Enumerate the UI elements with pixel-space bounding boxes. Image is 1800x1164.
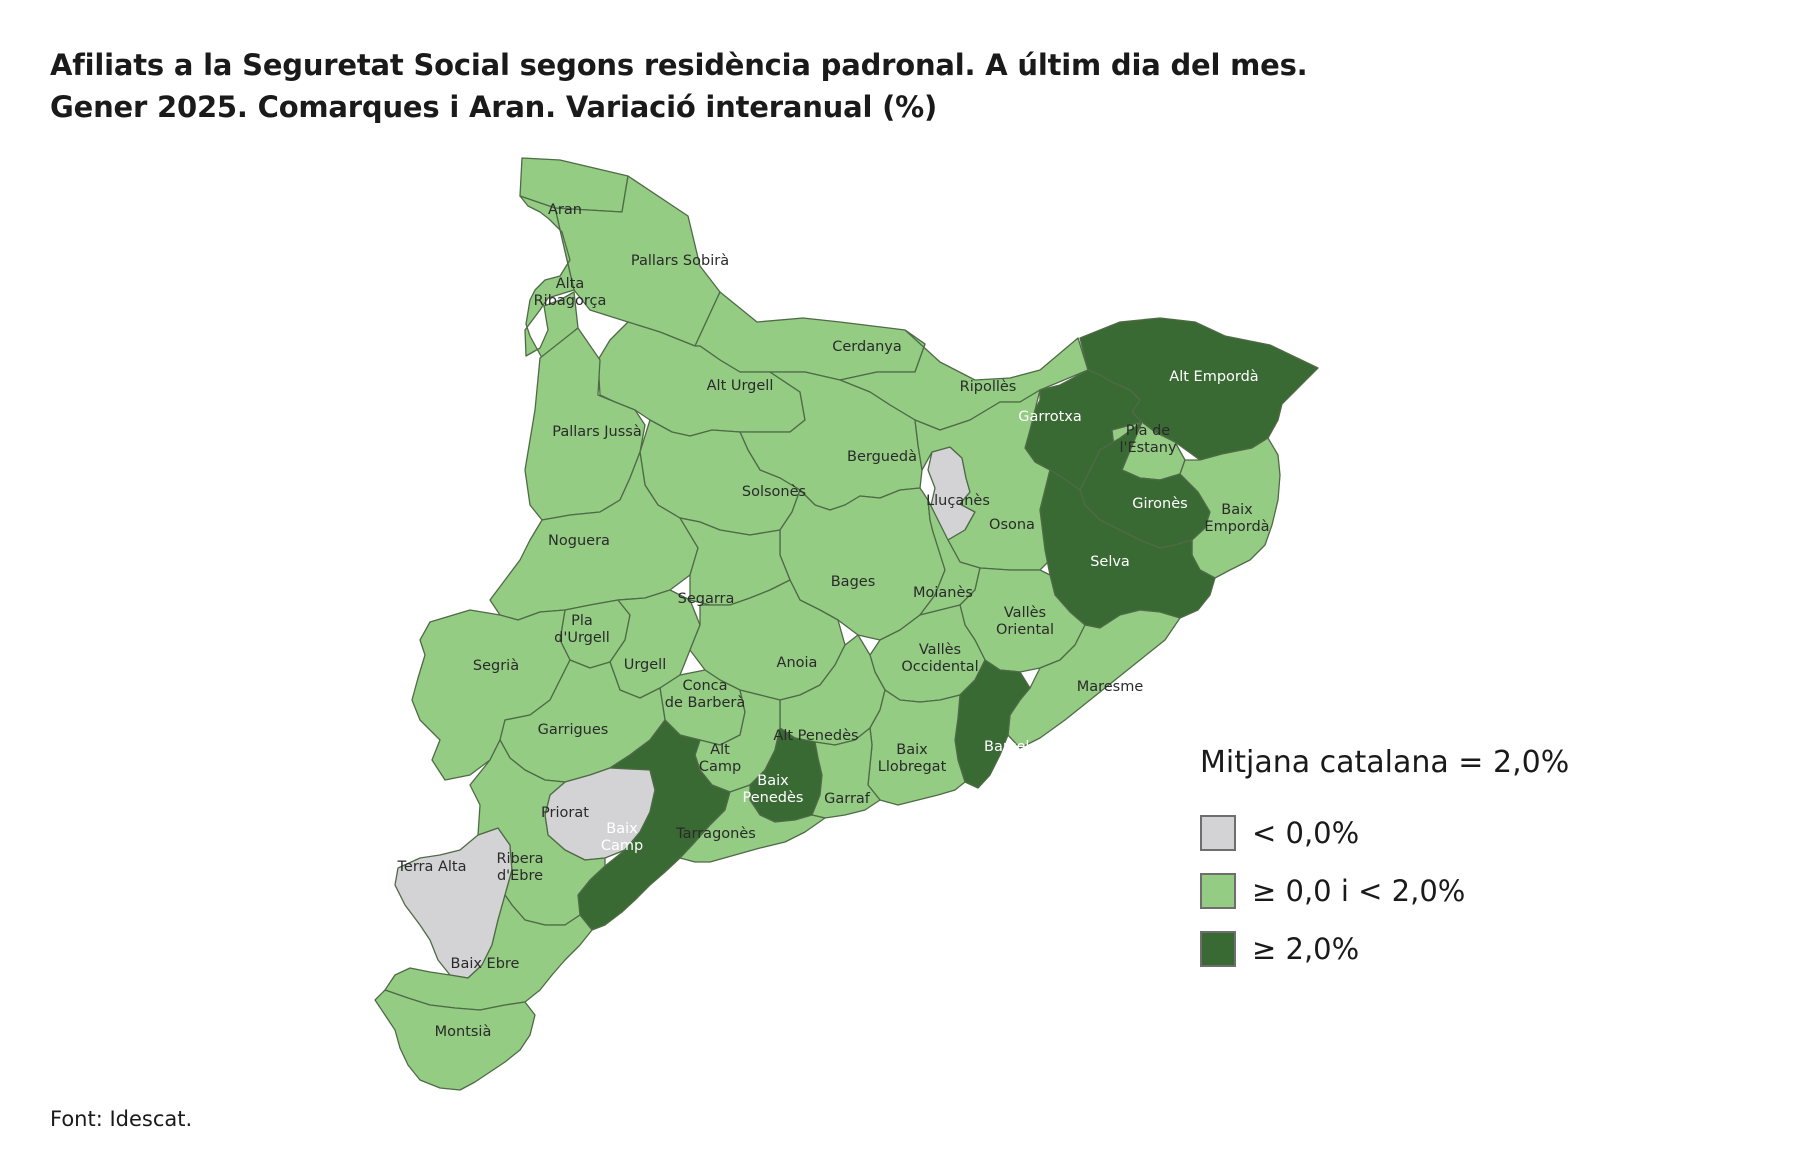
label-baix-emporda: Baix Empordà — [1204, 502, 1269, 535]
map-regions — [374, 157, 1319, 1091]
legend-label: < 0,0% — [1252, 816, 1360, 850]
legend-item: ≥ 2,0% — [1200, 920, 1569, 978]
label-terra-alta: Terra Alta — [397, 859, 467, 875]
label-bages: Bages — [831, 574, 876, 590]
legend-swatch — [1200, 873, 1236, 909]
label-cerdanya: Cerdanya — [832, 339, 902, 355]
label-barcelones: Barcelonès — [984, 739, 1064, 755]
label-pallars-sobira: Pallars Sobirà — [631, 253, 729, 269]
legend-title: Mitjana catalana = 2,0% — [1200, 745, 1570, 780]
legend-items: < 0,0% ≥ 0,0 i < 2,0% ≥ 2,0% — [1200, 804, 1569, 978]
label-ribera-ebre: Ribera d'Ebre — [496, 851, 543, 884]
label-pallars-jussa: Pallars Jussà — [552, 424, 642, 440]
label-baix-penedes: Baix Penedès — [743, 773, 804, 806]
label-selva: Selva — [1090, 554, 1130, 570]
title-line-1: Afiliats a la Seguretat Social segons re… — [50, 48, 1308, 82]
label-baix-llobregat: Baix Llobregat — [878, 742, 947, 775]
label-tarragones: Tarragonès — [675, 826, 756, 842]
label-alt-emporda: Alt Empordà — [1169, 369, 1258, 385]
legend-item: ≥ 0,0 i < 2,0% — [1200, 862, 1569, 920]
label-pla-estany: Pla de l'Estany — [1119, 423, 1176, 456]
label-bergueda: Berguedà — [847, 449, 917, 465]
region-ribera-ebre — [469, 739, 606, 926]
legend-swatch — [1200, 931, 1236, 967]
title-line-2: Gener 2025. Comarques i Aran. Variació i… — [50, 90, 938, 124]
region-tarragones — [679, 784, 826, 863]
region-baix-camp — [577, 719, 731, 931]
map-title: Afiliats a la Seguretat Social segons re… — [50, 44, 1308, 128]
label-girones: Gironès — [1132, 496, 1187, 512]
region-maresme — [1007, 609, 1181, 749]
label-anoia: Anoia — [777, 655, 818, 671]
label-garraf: Garraf — [824, 791, 871, 807]
legend-swatch — [1200, 815, 1236, 851]
label-urgell: Urgell — [624, 657, 667, 673]
label-baix-ebre: Baix Ebre — [451, 956, 520, 972]
label-conca-barbera: Conca de Barberà — [665, 678, 746, 711]
label-valles-oriental: Vallès Oriental — [996, 605, 1054, 638]
region-montsia — [374, 989, 536, 1091]
legend-label: ≥ 2,0% — [1252, 932, 1360, 966]
label-valles-occidental: Vallès Occidental — [901, 642, 978, 675]
label-maresme: Maresme — [1077, 679, 1144, 695]
label-pla-urgell: Pla d'Urgell — [554, 613, 610, 646]
label-solsones: Solsonès — [742, 484, 806, 500]
source-note: Font: Idescat. — [50, 1107, 193, 1131]
label-segarra: Segarra — [678, 591, 735, 607]
label-montsia: Montsià — [435, 1024, 492, 1040]
label-alt-penedes: Alt Penedès — [773, 728, 858, 744]
label-alt-camp: Alt Camp — [699, 742, 741, 775]
legend: Mitjana catalana = 2,0% < 0,0% ≥ 0,0 i < … — [1200, 745, 1569, 978]
label-garrotxa: Garrotxa — [1018, 409, 1082, 425]
label-segria: Segrià — [473, 658, 519, 674]
label-aran: Aran — [548, 202, 582, 218]
label-alta-ribagorca: Alta Ribagorça — [534, 276, 607, 309]
legend-item: < 0,0% — [1200, 804, 1569, 862]
label-osona: Osona — [989, 517, 1035, 533]
map-labels: Aran Pallars Sobirà Alta Ribagorça Cerdanya A… — [397, 202, 1270, 1040]
label-llucanes: Lluçanès — [926, 493, 990, 509]
region-garraf — [811, 727, 881, 819]
label-garrigues: Garrigues — [538, 722, 609, 738]
region-baix-ebre — [384, 894, 593, 1011]
label-moianes: Moianès — [913, 585, 973, 601]
label-priorat: Priorat — [541, 805, 589, 821]
label-baix-camp: Baix Camp — [601, 821, 643, 854]
label-alt-urgell: Alt Urgell — [707, 378, 774, 394]
label-noguera: Noguera — [548, 533, 610, 549]
label-ripolles: Ripollès — [960, 379, 1017, 395]
legend-label: ≥ 0,0 i < 2,0% — [1252, 874, 1466, 908]
